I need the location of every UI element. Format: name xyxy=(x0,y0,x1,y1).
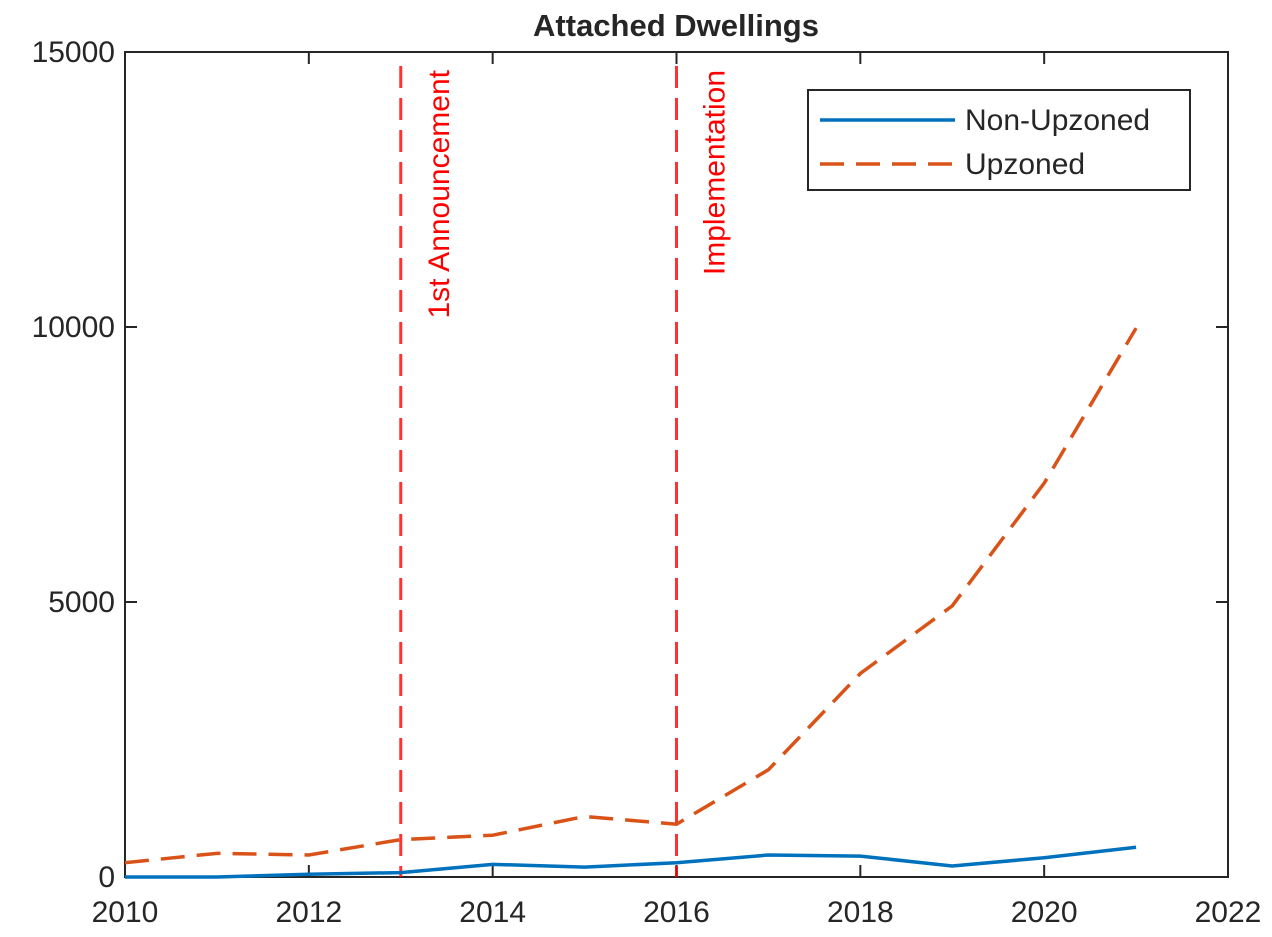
y-tick-label: 5000 xyxy=(48,586,115,619)
series-line xyxy=(124,327,1138,865)
y-tick-label: 10000 xyxy=(32,311,115,344)
series-line xyxy=(125,845,1137,879)
legend-label: Upzoned xyxy=(965,148,1085,181)
y-tick-label: 0 xyxy=(98,861,115,894)
y-tick-label: 15000 xyxy=(32,36,115,69)
x-tick-label: 2022 xyxy=(1195,896,1262,929)
event-label: 1st Announcement xyxy=(423,69,456,318)
chart-title: Attached Dwellings xyxy=(533,8,819,43)
x-tick-label: 2020 xyxy=(1011,896,1078,929)
event-label: Implementation xyxy=(699,70,732,275)
x-tick-label: 2018 xyxy=(827,896,894,929)
legend-label: Non-Upzoned xyxy=(965,104,1150,137)
legend-box xyxy=(807,89,1191,191)
x-tick-label: 2016 xyxy=(643,896,710,929)
x-tick-label: 2012 xyxy=(275,896,342,929)
x-tick-label: 2014 xyxy=(459,896,526,929)
x-tick-label: 2010 xyxy=(92,896,159,929)
